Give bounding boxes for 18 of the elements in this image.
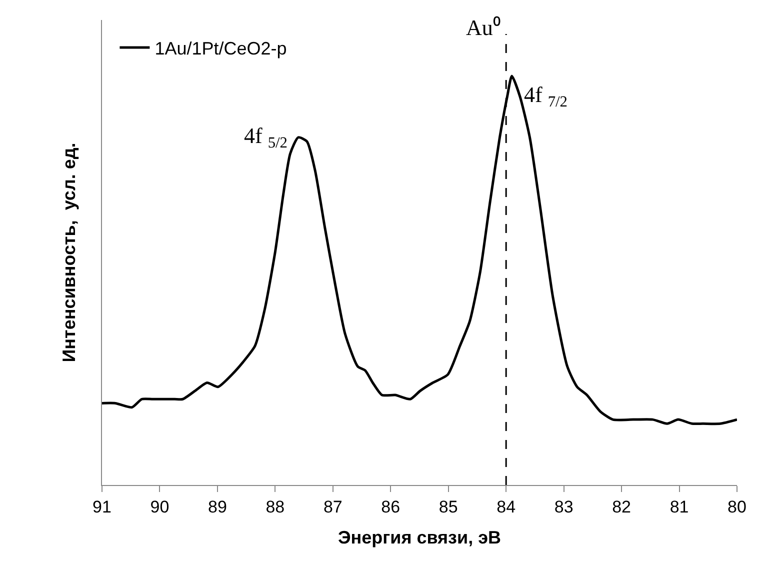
legend-label: 1Au/1Pt/CeO2-p xyxy=(154,38,287,59)
ref-line-label: Au⁰ xyxy=(466,15,501,40)
x-tick-label: 83 xyxy=(554,497,574,516)
x-tick-label: 91 xyxy=(92,497,112,516)
x-tick-label: 82 xyxy=(612,497,632,516)
x-axis-title: Энергия связи, эВ xyxy=(338,528,502,548)
x-tick-label: 87 xyxy=(323,497,342,516)
x-tick-label: 80 xyxy=(728,497,746,516)
y-axis-title: Интенсивность, усл. ед. xyxy=(59,142,80,362)
x-tick-label: 84 xyxy=(496,497,516,516)
x-tick-label: 85 xyxy=(438,497,458,516)
x-tick-label: 86 xyxy=(381,497,400,516)
x-tick-label: 89 xyxy=(208,497,227,516)
x-tick-label: 88 xyxy=(266,497,285,516)
annotation: 4f $_{7/2}$ xyxy=(524,82,568,111)
x-tick-label: 90 xyxy=(150,497,170,516)
x-tick-label: 81 xyxy=(670,497,689,516)
annotation: 4f $_{5/2}$ xyxy=(244,123,288,152)
